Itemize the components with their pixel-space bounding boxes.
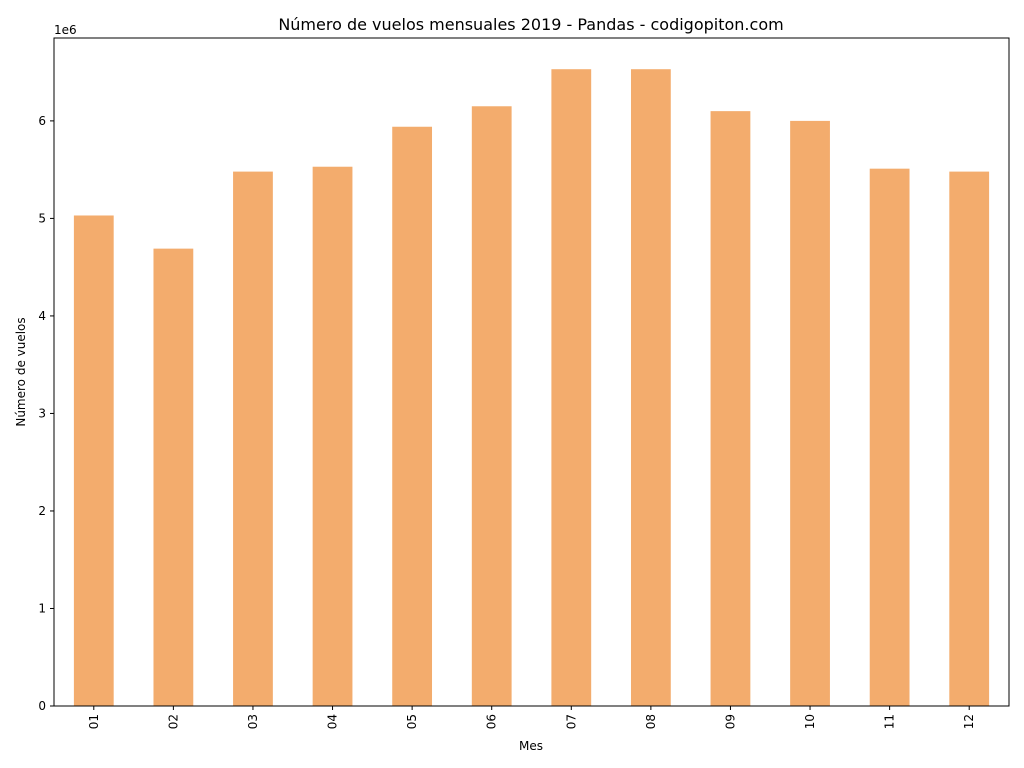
bar-01 <box>73 215 114 706</box>
x-tick-label: 05 <box>405 714 419 729</box>
bar-02 <box>153 248 194 707</box>
bar-06 <box>471 106 512 707</box>
bar-08 <box>630 69 671 707</box>
chart-title: Número de vuelos mensuales 2019 - Pandas… <box>278 15 783 34</box>
y-tick-label: 4 <box>38 309 46 323</box>
bar-10 <box>790 120 830 707</box>
y-tick-label: 6 <box>38 114 46 128</box>
x-axis-ticks: 01 02 03 04 05 06 07 08 09 10 11 12 <box>87 706 976 729</box>
bar-09 <box>710 111 751 707</box>
bars-group <box>73 69 990 707</box>
y-tick-label: 1 <box>38 601 46 615</box>
plot-frame <box>53 37 1010 707</box>
y-tick-label: 0 <box>38 699 46 713</box>
x-tick-label: 01 <box>87 714 101 729</box>
x-tick-label: 03 <box>246 714 260 729</box>
bar-05 <box>392 126 433 707</box>
bar-04 <box>312 166 353 706</box>
x-tick-label: 12 <box>962 714 976 729</box>
x-tick-label: 02 <box>166 714 180 729</box>
x-tick-label: 10 <box>803 714 817 729</box>
bar-11 <box>869 168 910 707</box>
bar-03 <box>233 171 273 707</box>
bar-12 <box>949 171 990 707</box>
y-tick-label: 3 <box>38 406 46 420</box>
y-axis-label: Número de vuelos <box>14 317 28 426</box>
x-tick-label: 04 <box>326 714 340 729</box>
y-tick-label: 2 <box>38 504 46 518</box>
y-axis-ticks: 0 1 2 3 4 5 6 <box>38 114 54 713</box>
y-tick-label: 5 <box>38 211 46 225</box>
bar-07 <box>551 69 592 707</box>
x-tick-label: 11 <box>883 714 897 729</box>
x-tick-label: 09 <box>723 714 737 729</box>
x-tick-label: 07 <box>564 714 578 729</box>
y-axis-offset-label: 1e6 <box>54 23 77 37</box>
x-tick-label: 06 <box>485 714 499 729</box>
x-tick-label: 08 <box>644 714 658 729</box>
x-axis-label: Mes <box>519 739 543 753</box>
